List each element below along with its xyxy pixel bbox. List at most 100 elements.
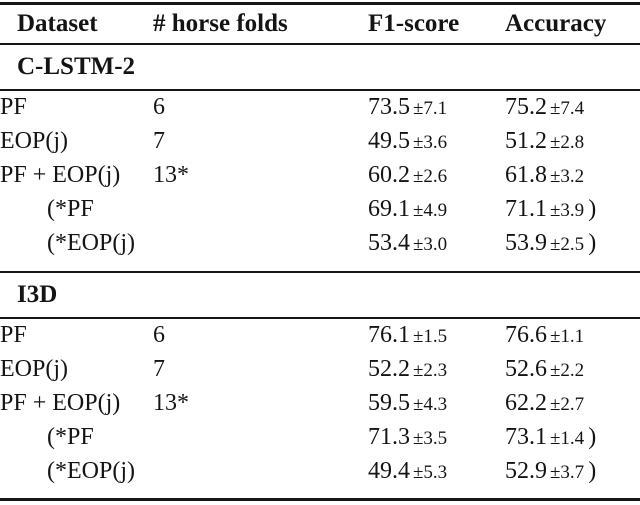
cell-f1-score: 60.2 ±2.6 xyxy=(368,159,505,193)
section-header-row: C-LSTM-2 xyxy=(0,44,640,90)
table-row: PF + EOP(j) 13* 60.2 ±2.6 61.8 ±3.2 xyxy=(0,159,640,193)
cell-accuracy: 51.2 ±2.8 xyxy=(505,125,640,159)
header-row: Dataset # horse folds F1-score Accuracy xyxy=(0,4,640,44)
table-row: PF 6 76.1 ±1.5 76.6 ±1.1 xyxy=(0,318,640,353)
accuracy-std-value: ±3.7 xyxy=(550,461,585,483)
col-header-accuracy: Accuracy xyxy=(505,9,607,37)
accuracy-std-value: ±2.8 xyxy=(550,131,585,153)
close-paren: ) xyxy=(588,195,597,222)
f1-value: 73.5 xyxy=(368,93,410,120)
accuracy-value: 53.9 xyxy=(505,229,547,256)
accuracy-value: 52.9 xyxy=(505,457,547,484)
accuracy-std-value: ±2.5 xyxy=(550,233,585,255)
table-row: PF + EOP(j) 13* 59.5 ±4.3 62.2 ±2.7 xyxy=(0,387,640,421)
cell-dataset: EOP(j) xyxy=(0,356,68,382)
f1-value: 53.4 xyxy=(368,229,410,256)
cell-dataset: PF + EOP(j) xyxy=(0,390,121,416)
section-title: I3D xyxy=(17,280,58,308)
cell-accuracy: 75.2 ±7.4 xyxy=(505,90,640,125)
cell-horse-folds: 13* xyxy=(153,162,189,188)
cell-horse-folds xyxy=(153,227,368,272)
f1-value: 71.3 xyxy=(368,423,410,450)
accuracy-value: 61.8 xyxy=(505,161,547,188)
cell-f1-score: 69.1 ±4.9 xyxy=(368,193,505,227)
cell-horse-folds: 6 xyxy=(153,322,165,348)
cell-dataset: (*PF xyxy=(47,196,94,222)
table-row: (*EOP(j) 53.4 ±3.0 53.9 ±2.5) xyxy=(0,227,640,272)
cell-dataset: PF xyxy=(0,322,27,348)
col-header-horse-folds: # horse folds xyxy=(153,9,288,37)
accuracy-std-value: ±2.7 xyxy=(550,393,585,415)
table-row: EOP(j) 7 52.2 ±2.3 52.6 ±2.2 xyxy=(0,353,640,387)
table-row: (*PF 69.1 ±4.9 71.1 ±3.9) xyxy=(0,193,640,227)
cell-accuracy: 73.1 ±1.4) xyxy=(505,421,640,455)
accuracy-value: 71.1 xyxy=(505,195,547,222)
cell-horse-folds: 13* xyxy=(153,390,189,416)
close-paren: ) xyxy=(588,423,597,450)
cell-accuracy: 62.2 ±2.7 xyxy=(505,387,640,421)
f1-value: 52.2 xyxy=(368,355,410,382)
f1-std-value: ±3.5 xyxy=(413,427,448,449)
f1-std-value: ±3.0 xyxy=(413,233,448,255)
f1-std-value: ±5.3 xyxy=(413,461,448,483)
accuracy-value: 76.6 xyxy=(505,321,547,348)
col-header-dataset: Dataset xyxy=(17,9,98,37)
cell-horse-folds xyxy=(153,193,368,227)
cell-accuracy: 71.1 ±3.9) xyxy=(505,193,640,227)
cell-dataset: PF xyxy=(0,94,27,120)
cell-dataset: EOP(j) xyxy=(0,128,68,154)
accuracy-std-value: ±7.4 xyxy=(550,97,585,119)
f1-value: 69.1 xyxy=(368,195,410,222)
accuracy-std-value: ±1.4 xyxy=(550,427,585,449)
f1-std-value: ±4.9 xyxy=(413,199,448,221)
cell-accuracy: 52.6 ±2.2 xyxy=(505,353,640,387)
f1-std-value: ±1.5 xyxy=(413,325,448,347)
cell-accuracy: 76.6 ±1.1 xyxy=(505,318,640,353)
section-header-row: I3D xyxy=(0,272,640,318)
f1-std-value: ±4.3 xyxy=(413,393,448,415)
accuracy-std-value: ±3.9 xyxy=(550,199,585,221)
cell-f1-score: 71.3 ±3.5 xyxy=(368,421,505,455)
close-paren: ) xyxy=(588,457,597,484)
f1-value: 49.4 xyxy=(368,457,410,484)
f1-value: 49.5 xyxy=(368,127,410,154)
f1-value: 76.1 xyxy=(368,321,410,348)
accuracy-std-value: ±2.2 xyxy=(550,359,585,381)
table-row: EOP(j) 7 49.5 ±3.6 51.2 ±2.8 xyxy=(0,125,640,159)
f1-std-value: ±2.6 xyxy=(413,165,448,187)
section-title: C-LSTM-2 xyxy=(17,52,136,80)
cell-horse-folds: 7 xyxy=(153,128,165,154)
table-row: (*PF 71.3 ±3.5 73.1 ±1.4) xyxy=(0,421,640,455)
cell-horse-folds: 7 xyxy=(153,356,165,382)
cell-f1-score: 59.5 ±4.3 xyxy=(368,387,505,421)
f1-value: 59.5 xyxy=(368,389,410,416)
accuracy-value: 75.2 xyxy=(505,93,547,120)
accuracy-value: 51.2 xyxy=(505,127,547,154)
cell-f1-score: 73.5 ±7.1 xyxy=(368,90,505,125)
cell-horse-folds xyxy=(153,421,368,455)
cell-dataset: (*EOP(j) xyxy=(47,229,135,256)
cell-f1-score: 49.5 ±3.6 xyxy=(368,125,505,159)
cell-dataset: (*PF xyxy=(47,424,94,450)
cell-f1-score: 53.4 ±3.0 xyxy=(368,227,505,272)
cell-dataset: PF + EOP(j) xyxy=(0,162,121,188)
cell-accuracy: 61.8 ±3.2 xyxy=(505,159,640,193)
cell-horse-folds xyxy=(153,455,368,500)
table-row: PF 6 73.5 ±7.1 75.2 ±7.4 xyxy=(0,90,640,125)
accuracy-value: 62.2 xyxy=(505,389,547,416)
cell-horse-folds: 6 xyxy=(153,94,165,120)
f1-std-value: ±2.3 xyxy=(413,359,448,381)
cell-f1-score: 76.1 ±1.5 xyxy=(368,318,505,353)
f1-value: 60.2 xyxy=(368,161,410,188)
accuracy-std-value: ±1.1 xyxy=(550,325,585,347)
col-header-f1-score: F1-score xyxy=(368,9,460,37)
cell-f1-score: 52.2 ±2.3 xyxy=(368,353,505,387)
cell-accuracy: 52.9 ±3.7) xyxy=(505,455,640,500)
cell-accuracy: 53.9 ±2.5) xyxy=(505,227,640,272)
accuracy-value: 52.6 xyxy=(505,355,547,382)
f1-std-value: ±7.1 xyxy=(413,97,448,119)
table-row: (*EOP(j) 49.4 ±5.3 52.9 ±3.7) xyxy=(0,455,640,500)
accuracy-std-value: ±3.2 xyxy=(550,165,585,187)
accuracy-value: 73.1 xyxy=(505,423,547,450)
